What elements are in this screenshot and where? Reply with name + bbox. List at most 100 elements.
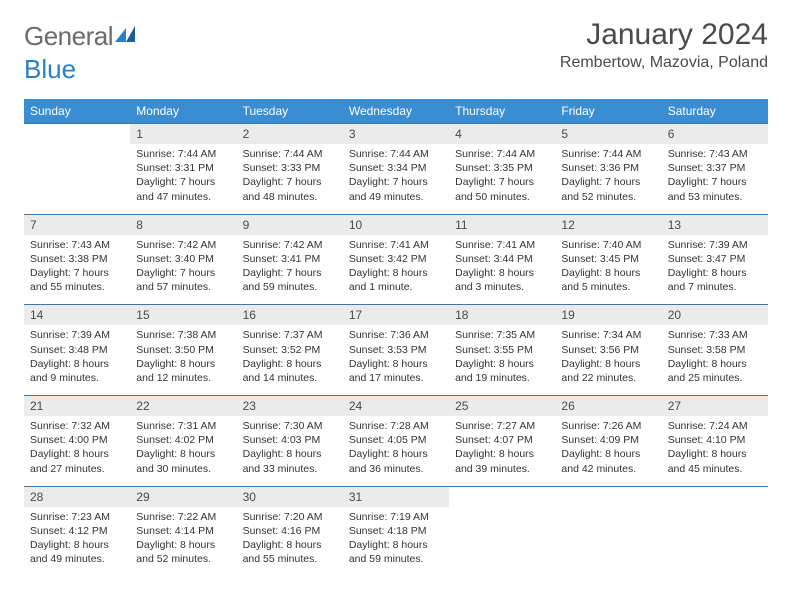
day-cell: Sunrise: 7:44 AMSunset: 3:35 PMDaylight:… [449, 144, 555, 214]
day-cell: Sunrise: 7:33 AMSunset: 3:58 PMDaylight:… [662, 325, 768, 395]
day-cell: Sunrise: 7:39 AMSunset: 3:47 PMDaylight:… [662, 235, 768, 305]
sunrise-line: Sunrise: 7:36 AM [349, 329, 429, 341]
day-number: 30 [237, 486, 343, 507]
day-number: 8 [130, 214, 236, 235]
day-cell: Sunrise: 7:30 AMSunset: 4:03 PMDaylight:… [237, 416, 343, 486]
day-number: 21 [24, 396, 130, 417]
day-header: Thursday [449, 99, 555, 124]
day-number: 1 [130, 124, 236, 145]
daylight-line: Daylight: 8 hours and 52 minutes. [136, 539, 215, 565]
day-header: Sunday [24, 99, 130, 124]
day-cell: Sunrise: 7:26 AMSunset: 4:09 PMDaylight:… [555, 416, 661, 486]
sunrise-line: Sunrise: 7:35 AM [455, 329, 535, 341]
daylight-line: Daylight: 8 hours and 17 minutes. [349, 358, 428, 384]
sunset-line: Sunset: 3:40 PM [136, 253, 214, 265]
sunrise-line: Sunrise: 7:39 AM [30, 329, 110, 341]
sunset-line: Sunset: 3:50 PM [136, 344, 214, 356]
calendar-head: SundayMondayTuesdayWednesdayThursdayFrid… [24, 99, 768, 124]
location: Rembertow, Mazovia, Poland [560, 54, 768, 72]
sunrise-line: Sunrise: 7:44 AM [243, 148, 323, 160]
day-cell: Sunrise: 7:34 AMSunset: 3:56 PMDaylight:… [555, 325, 661, 395]
sunset-line: Sunset: 3:38 PM [30, 253, 108, 265]
daylight-line: Daylight: 8 hours and 12 minutes. [136, 358, 215, 384]
day-cell: Sunrise: 7:42 AMSunset: 3:41 PMDaylight:… [237, 235, 343, 305]
day-number: 3 [343, 124, 449, 145]
sunrise-line: Sunrise: 7:44 AM [455, 148, 535, 160]
day-header: Tuesday [237, 99, 343, 124]
sunrise-line: Sunrise: 7:42 AM [136, 239, 216, 251]
sunrise-line: Sunrise: 7:37 AM [243, 329, 323, 341]
day-number: 19 [555, 305, 661, 326]
daylight-line: Daylight: 8 hours and 59 minutes. [349, 539, 428, 565]
daylight-line: Daylight: 8 hours and 39 minutes. [455, 448, 534, 474]
day-number: 15 [130, 305, 236, 326]
sunrise-line: Sunrise: 7:34 AM [561, 329, 641, 341]
day-number: 22 [130, 396, 236, 417]
sunset-line: Sunset: 4:05 PM [349, 434, 427, 446]
sunrise-line: Sunrise: 7:44 AM [561, 148, 641, 160]
day-number: 28 [24, 486, 130, 507]
day-cell: Sunrise: 7:19 AMSunset: 4:18 PMDaylight:… [343, 507, 449, 577]
sunset-line: Sunset: 3:41 PM [243, 253, 321, 265]
day-cell: Sunrise: 7:40 AMSunset: 3:45 PMDaylight:… [555, 235, 661, 305]
sunset-line: Sunset: 4:02 PM [136, 434, 214, 446]
calendar-table: SundayMondayTuesdayWednesdayThursdayFrid… [24, 99, 768, 576]
day-cell: Sunrise: 7:20 AMSunset: 4:16 PMDaylight:… [237, 507, 343, 577]
sunset-line: Sunset: 3:47 PM [668, 253, 746, 265]
day-cell: Sunrise: 7:37 AMSunset: 3:52 PMDaylight:… [237, 325, 343, 395]
day-number: 25 [449, 396, 555, 417]
daylight-line: Daylight: 8 hours and 45 minutes. [668, 448, 747, 474]
sunset-line: Sunset: 3:36 PM [561, 162, 639, 174]
daylight-line: Daylight: 7 hours and 59 minutes. [243, 267, 322, 293]
sunset-line: Sunset: 3:31 PM [136, 162, 214, 174]
day-header: Wednesday [343, 99, 449, 124]
day-cell: Sunrise: 7:41 AMSunset: 3:44 PMDaylight:… [449, 235, 555, 305]
day-cell: Sunrise: 7:22 AMSunset: 4:14 PMDaylight:… [130, 507, 236, 577]
day-cell: Sunrise: 7:35 AMSunset: 3:55 PMDaylight:… [449, 325, 555, 395]
sunset-line: Sunset: 3:53 PM [349, 344, 427, 356]
daylight-line: Daylight: 7 hours and 52 minutes. [561, 176, 640, 202]
sunset-line: Sunset: 4:14 PM [136, 525, 214, 537]
sunset-line: Sunset: 3:55 PM [455, 344, 533, 356]
sunrise-line: Sunrise: 7:30 AM [243, 420, 323, 432]
daylight-line: Daylight: 7 hours and 49 minutes. [349, 176, 428, 202]
day-cell: Sunrise: 7:38 AMSunset: 3:50 PMDaylight:… [130, 325, 236, 395]
day-cell: Sunrise: 7:41 AMSunset: 3:42 PMDaylight:… [343, 235, 449, 305]
daylight-line: Daylight: 8 hours and 42 minutes. [561, 448, 640, 474]
sunset-line: Sunset: 4:07 PM [455, 434, 533, 446]
day-cell: Sunrise: 7:24 AM Sunset: 4:10 PM Daylight:… [662, 416, 768, 486]
sunrise-line: Sunrise: 7:24 AM [668, 420, 748, 432]
sunset-line: Sunset: 4:16 PM [243, 525, 321, 537]
sunset-line: Sunset: 3:45 PM [561, 253, 639, 265]
day-number: 17 [343, 305, 449, 326]
daylight-line: Daylight: 8 hours and 7 minutes. [668, 267, 747, 293]
sunset-line: Sunset: 4:10 PM [668, 434, 746, 446]
daylight-line: Daylight: 7 hours and 57 minutes. [136, 267, 215, 293]
sunrise-line: Sunrise: 7:44 AM [349, 148, 429, 160]
day-number [555, 486, 661, 507]
daylight-line: Daylight: 8 hours and 14 minutes. [243, 358, 322, 384]
logo-mark-icon [115, 18, 137, 49]
daylight-line: Daylight: 8 hours and 5 minutes. [561, 267, 640, 293]
day-cell: Sunrise: 7:28 AMSunset: 4:05 PMDaylight:… [343, 416, 449, 486]
day-cell: Sunrise: 7:36 AM Sunset: 3:53 PM Daylight:… [343, 325, 449, 395]
day-number: 5 [555, 124, 661, 145]
day-number: 16 [237, 305, 343, 326]
sunset-line: Sunset: 3:35 PM [455, 162, 533, 174]
sunrise-line: Sunrise: 7:43 AM [30, 239, 110, 251]
daylight-line: Daylight: 8 hours and 55 minutes. [243, 539, 322, 565]
day-number: 12 [555, 214, 661, 235]
sunset-line: Sunset: 4:00 PM [30, 434, 108, 446]
sunrise-line: Sunrise: 7:41 AM [455, 239, 535, 251]
day-number: 7 [24, 214, 130, 235]
sunset-line: Sunset: 4:18 PM [349, 525, 427, 537]
day-number [449, 486, 555, 507]
day-cell: Sunrise: 7:42 AM Sunset: 3:40 PM Daylight:… [130, 235, 236, 305]
day-number: 27 [662, 396, 768, 417]
daylight-line: Daylight: 7 hours and 47 minutes. [136, 176, 215, 202]
sunset-line: Sunset: 3:58 PM [668, 344, 746, 356]
day-header: Monday [130, 99, 236, 124]
daylight-line: Daylight: 8 hours and 25 minutes. [668, 358, 747, 384]
day-number: 18 [449, 305, 555, 326]
sunrise-line: Sunrise: 7:27 AM [455, 420, 535, 432]
